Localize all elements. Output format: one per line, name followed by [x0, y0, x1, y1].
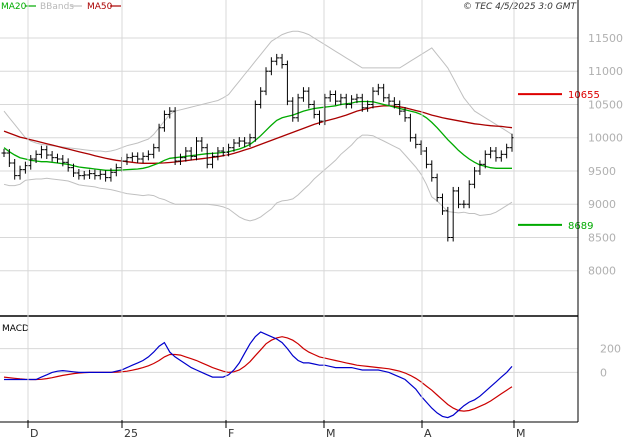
ma20-line: [3, 100, 512, 171]
price-y-tick-label: 8000: [588, 265, 616, 278]
legend: MA20 BBands MA50: [1, 2, 121, 12]
macd-y-tick-label: 0: [600, 366, 607, 379]
macd-line: [4, 331, 513, 419]
macd-title: MACD: [2, 324, 29, 334]
time-tick-label: A: [424, 427, 432, 440]
price-y-axis: 8000 8500 9000 9500 10000 10500 11000 11500: [588, 32, 623, 278]
legend-bbands-label: BBands: [40, 2, 74, 12]
bollinger-bands: [3, 30, 513, 222]
legend-ma50-label: MA50: [87, 2, 113, 12]
macd-y-tick-label: 200: [600, 343, 621, 356]
price-grid: [0, 37, 578, 272]
price-levels: 10655 8689: [518, 90, 600, 232]
price-y-tick-label: 10500: [588, 98, 623, 111]
time-tick-label: F: [228, 427, 234, 440]
resistance-level-label: 10655: [568, 90, 600, 101]
price-bars: [1, 53, 515, 242]
price-y-tick-label: 10000: [588, 132, 623, 145]
ma50-line: [3, 105, 513, 164]
price-y-tick-label: 11500: [588, 32, 623, 45]
time-tick-label: M: [326, 427, 336, 440]
timestamp: © TEC 4/5/2025 3:0 GMT: [463, 2, 578, 12]
support-level-label: 8689: [568, 221, 593, 232]
price-panel: 8000 8500 9000 9500 10000 10500 11000 11500 106…: [0, 30, 623, 278]
time-tick-label: 25: [124, 427, 138, 440]
time-tick-label: M: [516, 427, 526, 440]
time-tick-label: D: [30, 427, 38, 440]
price-y-tick-label: 8500: [588, 231, 616, 244]
legend-ma20-label: MA20: [1, 2, 27, 12]
time-axis: D 25 F M A M: [27, 0, 526, 440]
price-y-tick-label: 9000: [588, 198, 616, 211]
bbands-lower-line: [3, 134, 513, 222]
macd-lines: [3, 331, 513, 419]
moving-averages: [3, 100, 513, 171]
price-y-tick-label: 9500: [588, 165, 616, 178]
bbands-upper-line: [3, 30, 513, 153]
price-y-tick-label: 11000: [588, 65, 623, 78]
